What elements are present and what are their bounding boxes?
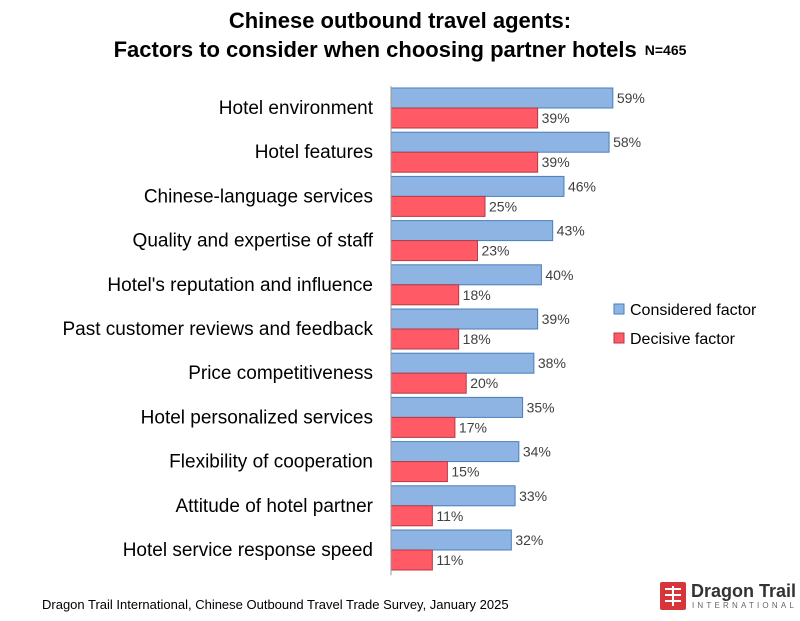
decisive-bar bbox=[390, 461, 448, 483]
category-label: Price competitiveness bbox=[188, 363, 373, 384]
considered-value-label: 59% bbox=[617, 90, 645, 106]
considered-bar bbox=[390, 131, 610, 153]
considered-value-label: 39% bbox=[542, 311, 570, 327]
title-line-2: Factors to consider when choosing partne… bbox=[113, 37, 637, 62]
legend-label-decisive: Decisive factor bbox=[630, 331, 736, 348]
dragon-trail-logo: Dragon Trail INTERNATIONAL bbox=[660, 581, 796, 612]
considered-value-label: 35% bbox=[527, 399, 555, 415]
legend-label-considered: Considered factor bbox=[630, 302, 757, 319]
decisive-value-label: 18% bbox=[463, 287, 491, 303]
decisive-value-label: 11% bbox=[436, 552, 463, 568]
category-label: Hotel environment bbox=[219, 98, 374, 119]
decisive-bar bbox=[390, 372, 467, 394]
decisive-value-label: 25% bbox=[489, 198, 517, 214]
category-label: Chinese-language services bbox=[144, 186, 373, 207]
logo-subtitle: INTERNATIONAL bbox=[692, 601, 798, 610]
decisive-value-label: 39% bbox=[542, 110, 570, 126]
decisive-bar bbox=[390, 328, 460, 350]
decisive-bar bbox=[390, 549, 433, 571]
considered-bar bbox=[390, 529, 512, 551]
decisive-bar bbox=[390, 416, 456, 438]
considered-value-label: 43% bbox=[557, 223, 585, 239]
considered-bar bbox=[390, 485, 516, 507]
considered-value-label: 32% bbox=[515, 532, 543, 548]
decisive-bar bbox=[390, 240, 478, 262]
considered-bar bbox=[390, 220, 554, 242]
considered-value-label: 33% bbox=[519, 488, 547, 504]
decisive-bar bbox=[390, 107, 539, 129]
category-label: Hotel personalized services bbox=[141, 407, 373, 428]
category-label: Flexibility of cooperation bbox=[169, 452, 373, 473]
considered-bar bbox=[390, 352, 535, 374]
sample-size: N=465 bbox=[644, 42, 687, 58]
category-label: Attitude of hotel partner bbox=[175, 496, 373, 517]
category-label: Hotel service response speed bbox=[123, 540, 373, 561]
logo-name: Dragon Trail bbox=[691, 581, 797, 601]
decisive-value-label: 17% bbox=[459, 419, 487, 435]
considered-bar bbox=[390, 308, 539, 330]
decisive-value-label: 15% bbox=[451, 464, 479, 480]
decisive-bar bbox=[390, 195, 486, 217]
decisive-value-label: 39% bbox=[542, 154, 570, 170]
considered-bar bbox=[390, 441, 520, 463]
title-line-2-wrap: Factors to consider when choosing partne… bbox=[0, 35, 800, 65]
seal-icon bbox=[660, 582, 686, 610]
decisive-bar bbox=[390, 505, 433, 527]
category-label: Past customer reviews and feedback bbox=[63, 319, 374, 340]
chart-title: Chinese outbound travel agents: Factors … bbox=[0, 6, 800, 65]
decisive-value-label: 18% bbox=[463, 331, 491, 347]
decisive-bar bbox=[390, 284, 460, 306]
source-note: Dragon Trail International, Chinese Outb… bbox=[42, 597, 509, 612]
category-label: Hotel features bbox=[255, 142, 373, 163]
decisive-value-label: 23% bbox=[481, 243, 509, 259]
legend-swatch-considered bbox=[613, 303, 625, 315]
legend-swatch-decisive bbox=[613, 332, 625, 344]
category-label: Quality and expertise of staff bbox=[133, 231, 374, 252]
considered-value-label: 58% bbox=[613, 134, 641, 150]
considered-bar bbox=[390, 87, 614, 109]
considered-value-label: 40% bbox=[545, 267, 573, 283]
category-label: Hotel's reputation and influence bbox=[107, 275, 373, 296]
decisive-value-label: 20% bbox=[470, 375, 498, 391]
considered-value-label: 46% bbox=[568, 178, 596, 194]
considered-value-label: 34% bbox=[523, 444, 551, 460]
considered-value-label: 38% bbox=[538, 355, 566, 371]
considered-bar bbox=[390, 396, 524, 418]
considered-bar bbox=[390, 175, 565, 197]
considered-bar bbox=[390, 264, 542, 286]
decisive-value-label: 11% bbox=[436, 508, 463, 524]
title-line-1: Chinese outbound travel agents: bbox=[228, 8, 572, 33]
decisive-bar bbox=[390, 151, 539, 173]
